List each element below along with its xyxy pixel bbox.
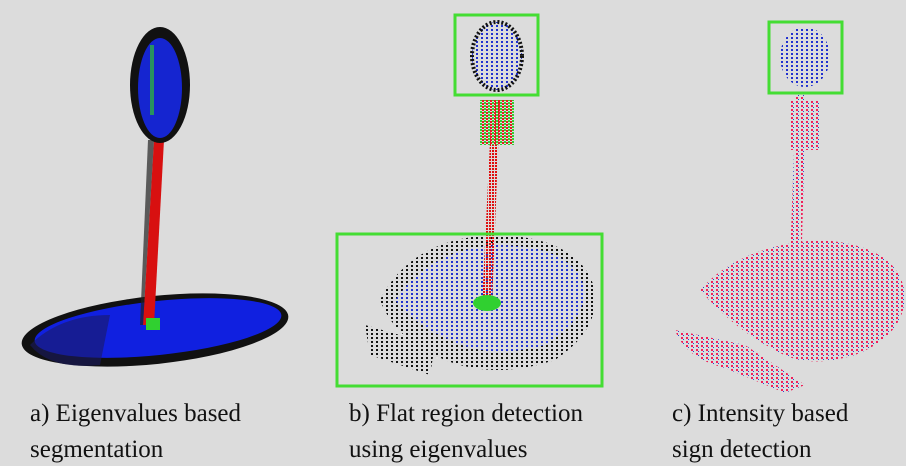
panel-a-cloud xyxy=(18,27,292,378)
caption-line: segmentation xyxy=(30,432,241,466)
caption-b: b) Flat region detection using eigenvalu… xyxy=(349,396,583,466)
panel-c-cloud xyxy=(675,22,905,393)
figure: a) Eigenvalues based segmentation b) Fla… xyxy=(0,0,906,466)
caption-line: b) Flat region detection xyxy=(349,396,583,432)
caption-line: a) Eigenvalues based xyxy=(30,396,241,432)
panel-b-cloud xyxy=(337,15,602,386)
caption-a: a) Eigenvalues based segmentation xyxy=(30,396,241,466)
caption-line: sign detection xyxy=(672,432,848,466)
caption-line: using eigenvalues xyxy=(349,432,583,466)
caption-line: c) Intensity based xyxy=(672,396,848,432)
caption-c: c) Intensity based sign detection xyxy=(672,396,848,466)
point-cloud-renderings xyxy=(0,0,906,400)
